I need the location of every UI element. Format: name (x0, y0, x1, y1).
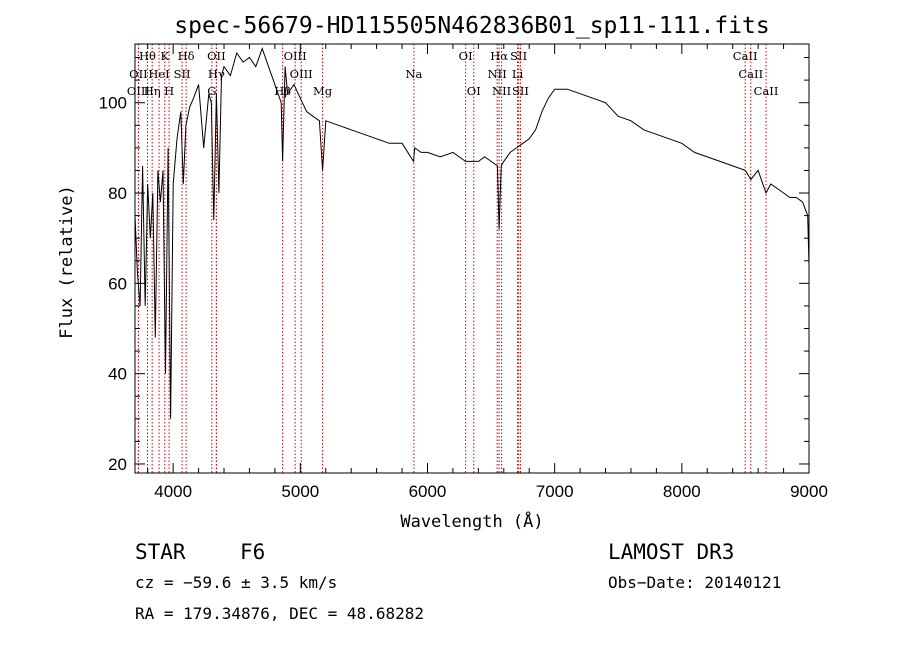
x-tick-label: 7000 (536, 482, 574, 501)
object-class: STAR (135, 540, 186, 564)
line-marker-label: OIII (127, 84, 150, 98)
x-axis-label: Wavelength (Å) (400, 510, 543, 532)
line-marker-label: HeI (148, 67, 169, 81)
line-marker-label: CaII (733, 49, 758, 63)
line-marker-label: Hη (144, 84, 161, 98)
x-axis: 4000 5000 6000 7000 8000 9000 (147, 44, 828, 501)
line-marker-label: Hδ (178, 49, 195, 63)
line-marker-label: OII (129, 67, 148, 81)
line-marker-label: Na (405, 67, 422, 81)
line-marker-label: NII (488, 67, 507, 81)
plot-frame (134, 43, 810, 474)
chart-title: spec-56679-HD115505N462836B01_sp11-111.f… (174, 13, 769, 39)
line-marker-label: Hθ (139, 49, 156, 63)
y-tick-label: 40 (108, 365, 127, 384)
spectrum-line (134, 46, 810, 419)
x-tick-label: 4000 (154, 482, 192, 501)
line-marker-label: OI (467, 84, 481, 98)
line-marker-label: CaII (738, 67, 763, 81)
x-tick-label: 8000 (663, 482, 701, 501)
line-marker-label: OIII (284, 49, 307, 63)
redshift-velocity: cz = −59.6 ± 3.5 km/s (135, 573, 337, 592)
y-axis: 20 40 60 80 100 (99, 57, 809, 474)
y-tick-label: 20 (108, 455, 127, 474)
sky-coordinates: RA = 179.34876, DEC = 48.68282 (135, 604, 424, 623)
line-marker-label: SII (512, 84, 529, 98)
line-marker-label: SII (510, 49, 527, 63)
line-marker-label: SII (174, 67, 191, 81)
observation-date: Obs−Date: 20140121 (608, 573, 781, 592)
line-marker-label: CaII (754, 84, 779, 98)
line-marker-label: Li (512, 67, 524, 81)
x-tick-label: 9000 (790, 482, 828, 501)
x-tick-label: 5000 (281, 482, 319, 501)
line-marker-label: Hγ (208, 67, 225, 81)
line-marker-label: H (164, 84, 174, 98)
x-tick-label: 6000 (409, 482, 447, 501)
line-marker-label: K (160, 49, 169, 63)
line-marker-label: G (207, 84, 216, 98)
line-marker-label: OI (459, 49, 473, 63)
object-subclass: F6 (240, 540, 265, 564)
y-tick-label: 60 (108, 274, 127, 293)
line-marker-label: Mg (313, 84, 333, 98)
y-tick-label: 100 (99, 94, 127, 113)
line-marker-label: Hα (490, 49, 508, 63)
survey-name: LAMOST DR3 (608, 540, 734, 564)
line-marker-label: OIII (290, 67, 313, 81)
spectrum-plot (134, 46, 810, 419)
y-axis-label: Flux (relative) (57, 185, 77, 339)
y-tick-label: 80 (108, 184, 127, 203)
line-marker-label: NII (492, 84, 511, 98)
